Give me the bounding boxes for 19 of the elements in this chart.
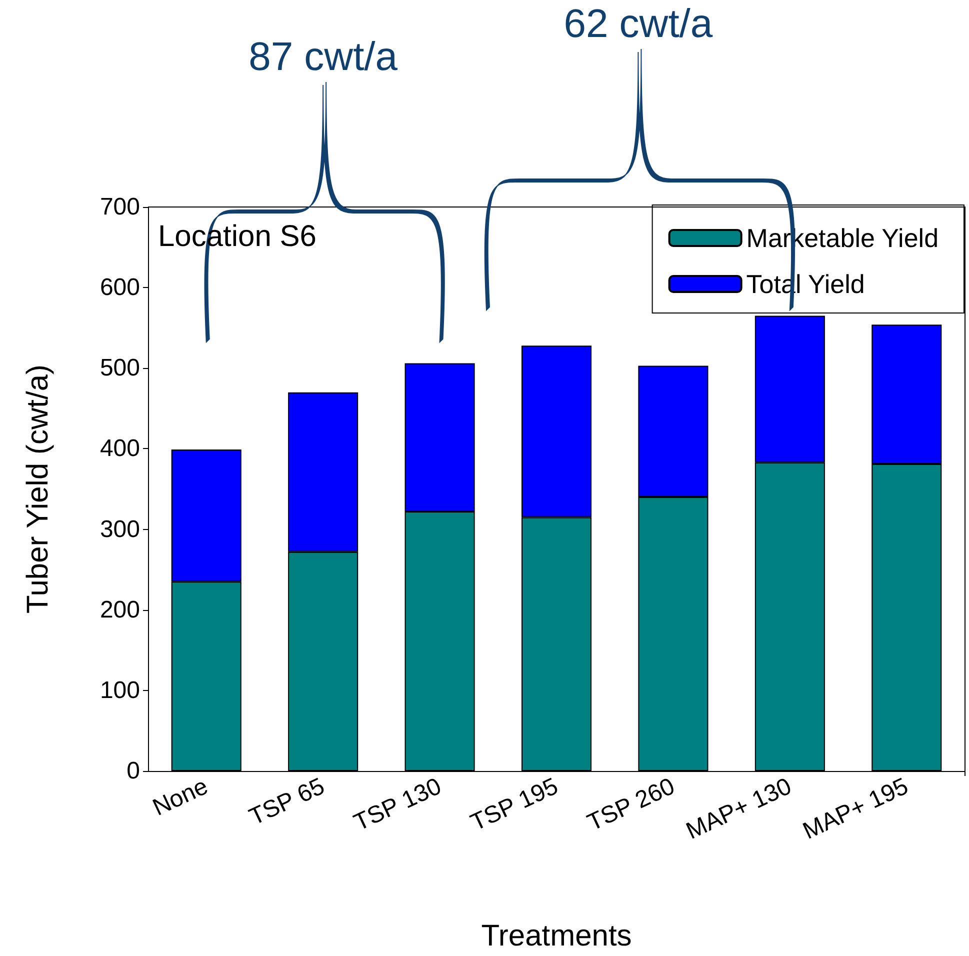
x-tick-label: TSP 260 bbox=[583, 772, 679, 837]
y-tick-label: 100 bbox=[100, 676, 140, 704]
y-tick-label: 300 bbox=[100, 516, 140, 543]
x-tick-label: TSP 130 bbox=[350, 772, 446, 837]
y-tick-label: 400 bbox=[100, 435, 140, 462]
y-tick-label: 700 bbox=[100, 194, 140, 220]
x-tick-label: None bbox=[148, 772, 212, 822]
text: 62 cwt/a bbox=[564, 2, 713, 47]
x-tick-label: MAP+ 195 bbox=[798, 772, 912, 845]
x-tick-label: TSP 195 bbox=[466, 772, 562, 837]
y-tick-label: 600 bbox=[100, 274, 140, 302]
text: 87 cwt/a bbox=[248, 35, 398, 80]
y-axis-title: Tuber Yield (cwt/a) bbox=[22, 364, 54, 614]
x-axis-title: Treatments bbox=[481, 920, 632, 952]
y-tick-label: 200 bbox=[100, 596, 140, 624]
y-tick-label: 500 bbox=[100, 354, 140, 382]
x-tick-label: TSP 65 bbox=[245, 772, 329, 831]
y-tick-label: 0 bbox=[126, 758, 140, 784]
x-tick-label: MAP+ 130 bbox=[682, 772, 796, 845]
